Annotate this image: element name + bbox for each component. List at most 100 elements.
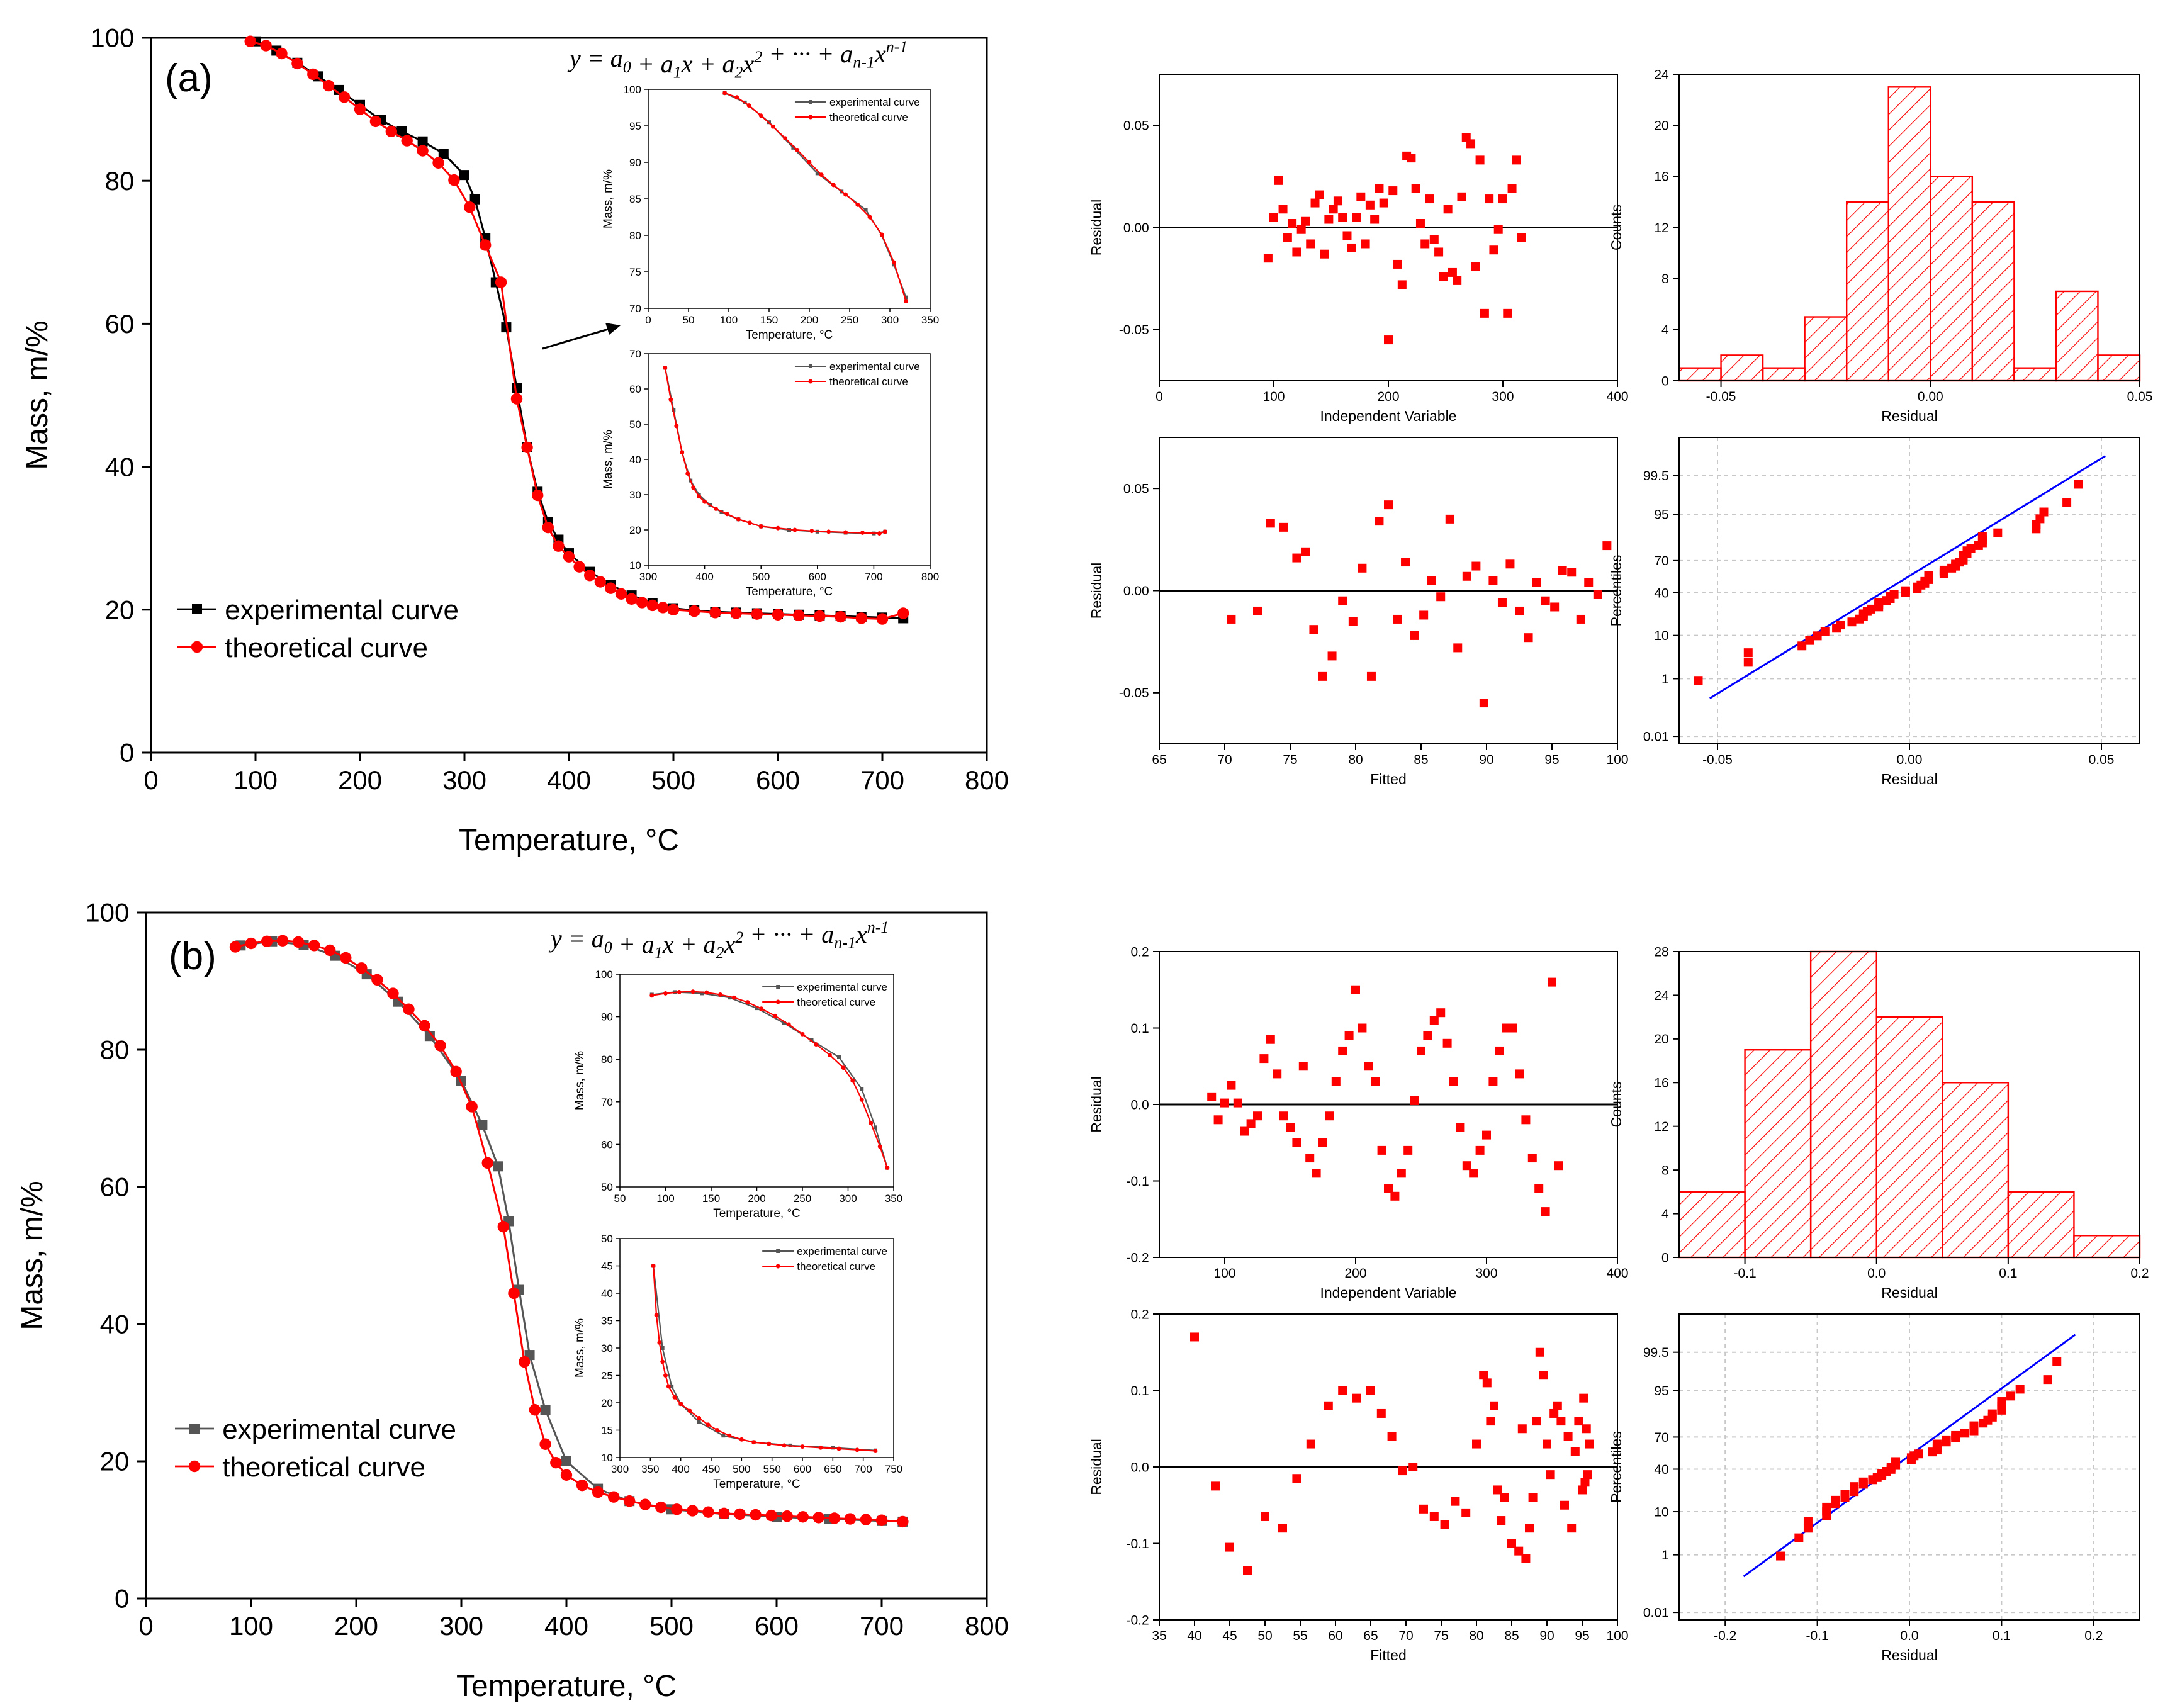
x-tick-label: 300 (1492, 390, 1514, 404)
y-tick-label: 70 (601, 1096, 613, 1108)
theoretical-point (724, 512, 729, 517)
eq-part: a (697, 930, 716, 958)
y-tick-label: 60 (601, 1138, 613, 1150)
theoretical-point (672, 1395, 677, 1400)
residual-point (1384, 500, 1393, 510)
residual-point (1472, 1439, 1481, 1449)
x-tick-label: 70 (1217, 753, 1232, 767)
x-tick-label: 75 (1283, 753, 1297, 767)
percentile-point (1901, 586, 1910, 595)
experimental-point (540, 1405, 551, 1415)
y-tick-label: 10 (629, 559, 641, 571)
legend-label: theoretical curve (829, 111, 908, 123)
theoretical-point (772, 609, 784, 621)
y-tick-label: 0.00 (1123, 221, 1149, 235)
x-tick-label: 100 (656, 1193, 674, 1205)
histogram-bar (1809, 950, 1877, 1259)
experimental-point (904, 295, 908, 300)
y-axis-title: Percentiles (1608, 1431, 1624, 1503)
residual-point (1541, 1207, 1550, 1216)
theoretical-point (715, 1428, 720, 1432)
theoretical-point (765, 1509, 777, 1522)
y-axis-title: Mass, m/% (573, 1318, 587, 1378)
experimental-point (719, 510, 724, 514)
theoretical-point (855, 612, 868, 624)
theoretical-curve (664, 368, 885, 534)
residual-point (1429, 1512, 1439, 1521)
residual-point (1602, 541, 1612, 551)
theoretical-point (689, 605, 700, 617)
legend-marker (808, 379, 813, 384)
percentile-point (1820, 627, 1830, 636)
x-tick-label: 0.2 (2130, 1266, 2149, 1281)
theoretical-point (605, 582, 617, 594)
legend-label: experimental curve (829, 96, 920, 108)
theoretical-point (873, 1449, 878, 1454)
theoretical-point (369, 115, 382, 128)
theoretical-point (860, 531, 865, 535)
percentile-point (1776, 1551, 1785, 1561)
y-axis-title: Mass, m/% (21, 320, 54, 469)
residual-point (1327, 651, 1337, 661)
y-tick-label: 70 (629, 348, 641, 360)
x-tick-label: 0.1 (1993, 1629, 2011, 1643)
residual-point (1429, 1016, 1439, 1025)
residual-point (1517, 233, 1526, 242)
residual-point (1278, 205, 1288, 214)
residual-point (1469, 1169, 1478, 1178)
residual-point (1488, 576, 1498, 585)
percentile-point (1847, 617, 1857, 627)
arrow-head (605, 323, 621, 335)
residual-point (1546, 1470, 1555, 1480)
residual-point (1227, 614, 1236, 624)
percentile-point (1914, 1449, 1923, 1459)
residual-point (1528, 1493, 1538, 1502)
residual-point (1550, 602, 1560, 612)
plot-a-hist: -0.05 0.00 0.05 0 4 8 12 16 20 24 Residual Counts (1608, 67, 2152, 424)
eq-sub: 0 (623, 58, 631, 76)
x-tick-label: 400 (672, 1463, 689, 1475)
residual-point (1479, 1371, 1488, 1380)
legend-label: experimental curve (797, 1245, 887, 1257)
x-tick-label: 250 (841, 314, 858, 326)
percentile-point (1794, 1533, 1804, 1542)
residual-point (1419, 610, 1429, 620)
y-tick-label: -0.2 (1127, 1613, 1149, 1627)
theoretical-point (867, 215, 872, 220)
theoretical-point (828, 1512, 841, 1524)
y-tick-label: 40 (1654, 1463, 1668, 1477)
experimental-point (424, 1031, 435, 1042)
residual-point (1580, 1478, 1590, 1487)
residual-point (1554, 1161, 1563, 1171)
residual-point (1480, 308, 1489, 318)
percentile-point (1932, 1439, 1942, 1449)
percentile-point (1743, 658, 1753, 667)
residual-point (1286, 1123, 1295, 1132)
residual-point (1342, 231, 1352, 240)
residual-point (1259, 1054, 1269, 1064)
eq-part: a (604, 44, 623, 72)
eq-sub: n-1 (834, 934, 856, 952)
residual-point (1398, 1466, 1407, 1476)
residual-point (1397, 280, 1407, 289)
y-axis-title: Percentiles (1608, 555, 1624, 627)
y-tick-label: 0.01 (1643, 1605, 1669, 1620)
y-tick-label: 50 (601, 1181, 613, 1193)
histogram-bar (2013, 367, 2057, 382)
x-axis-title: Temperature, °C (456, 1670, 677, 1703)
histogram-bar (1678, 367, 1722, 382)
fit-line (1709, 455, 2106, 699)
residual-point (1283, 233, 1292, 242)
eq-sub: 2 (716, 944, 724, 962)
residual-point (1306, 1439, 1315, 1449)
residual-point (1495, 1046, 1504, 1055)
eq-part: a (636, 930, 655, 958)
y-tick-label: 0.2 (1130, 1307, 1149, 1322)
x-tick-label: 400 (544, 1611, 588, 1641)
theoretical-point (702, 499, 707, 504)
residual-point (1269, 213, 1278, 222)
histogram-bar (2007, 1191, 2075, 1259)
residual-point (1456, 1123, 1465, 1132)
x-tick-label: 200 (334, 1611, 378, 1641)
